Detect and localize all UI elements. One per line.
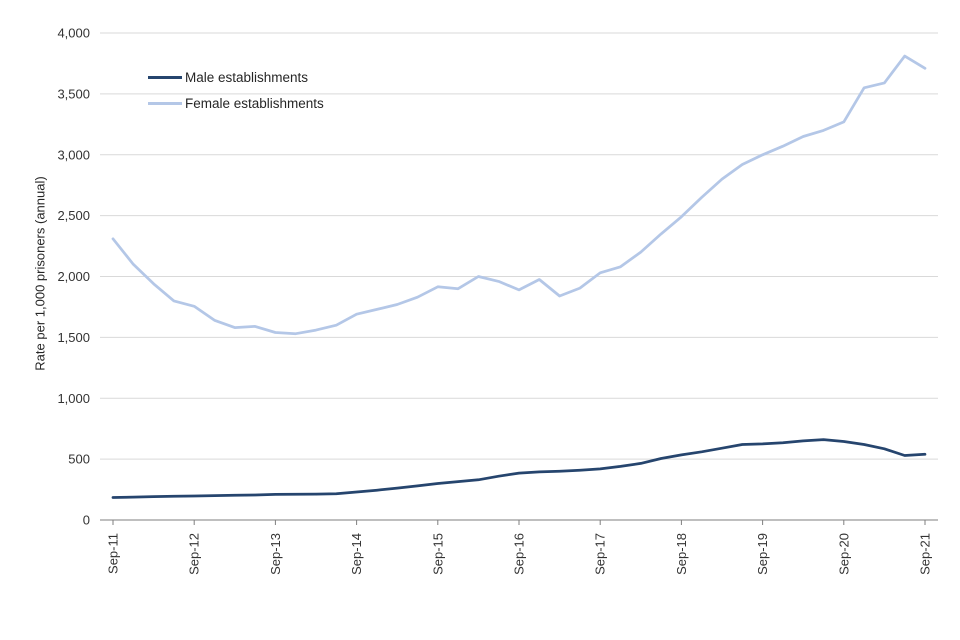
x-tick-label: Sep-11 <box>106 533 121 574</box>
y-tick-label: 500 <box>68 452 90 467</box>
y-tick-label: 1,500 <box>57 330 90 345</box>
y-tick-label: 3,500 <box>57 86 90 101</box>
y-tick-label: 2,000 <box>57 269 90 284</box>
series-line-male <box>111 438 927 499</box>
x-tick-label: Sep-14 <box>349 533 364 575</box>
x-tick-label: Sep-19 <box>755 533 770 575</box>
y-tick-label: 1,000 <box>57 391 90 406</box>
legend-label-male: Male establishments <box>185 69 309 85</box>
legend-item-male: Male establishments <box>148 64 324 90</box>
legend-label-female: Female establishments <box>185 95 324 111</box>
x-tick-label: Sep-20 <box>836 533 851 575</box>
legend-swatch-female-line <box>148 101 182 105</box>
y-tick-label: 0 <box>83 513 90 528</box>
x-tick-label: Sep-21 <box>918 533 933 575</box>
y-axis-title: Rate per 1,000 prisoners (annual) <box>32 176 48 371</box>
x-tick-label: Sep-12 <box>187 533 202 575</box>
legend-swatch-male-line <box>148 75 182 79</box>
x-tick-label: Sep-15 <box>430 533 445 575</box>
x-tick-label: Sep-13 <box>268 533 283 575</box>
series-line-female <box>111 54 927 336</box>
legend-item-female: Female establishments <box>148 90 324 116</box>
legend: Male establishments Female establishment… <box>148 64 324 116</box>
x-tick-label: Sep-17 <box>593 533 608 575</box>
y-tick-label: 3,000 <box>57 147 90 162</box>
y-tick-label: 2,500 <box>57 208 90 223</box>
x-tick-label: Sep-16 <box>512 533 527 575</box>
y-tick-label: 4,000 <box>57 26 90 41</box>
x-tick-label: Sep-18 <box>674 533 689 575</box>
